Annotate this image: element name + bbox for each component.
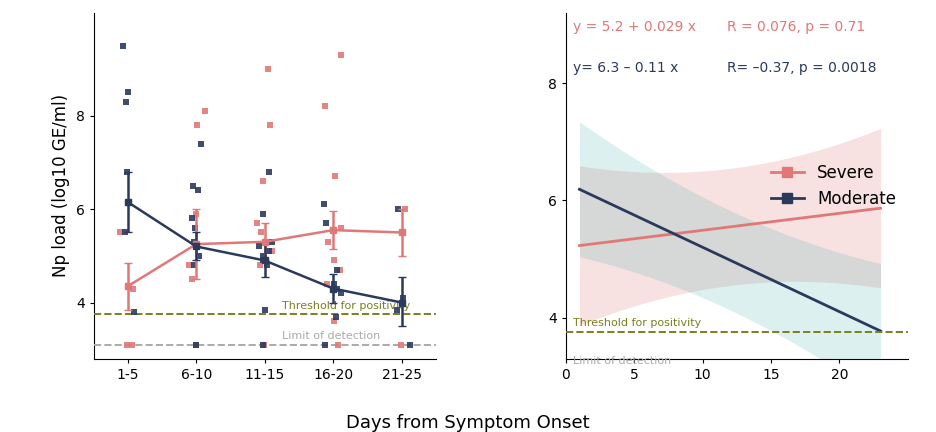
Point	[326, 318, 341, 325]
Point	[260, 66, 275, 73]
Point	[185, 182, 200, 189]
Point	[197, 108, 212, 114]
Point	[184, 276, 199, 283]
Point	[256, 257, 271, 264]
Point	[256, 341, 271, 348]
Point	[188, 341, 203, 348]
Legend: Severe, Moderate: Severe, Moderate	[764, 157, 903, 215]
Point	[390, 206, 405, 213]
Point	[259, 262, 274, 269]
Point	[189, 121, 204, 128]
Point	[256, 210, 271, 217]
Text: Days from Symptom Onset: Days from Symptom Onset	[346, 414, 590, 432]
Point	[119, 341, 134, 348]
Point	[264, 238, 279, 245]
Point	[327, 257, 342, 264]
Point	[256, 178, 271, 184]
Point	[254, 229, 269, 236]
Point	[188, 224, 203, 231]
Point	[317, 341, 332, 348]
Point	[334, 290, 349, 297]
Point	[186, 238, 201, 245]
Point	[389, 306, 404, 313]
Point	[184, 215, 199, 222]
Point	[125, 285, 140, 292]
Text: Limit of detection: Limit of detection	[573, 356, 671, 366]
Point	[317, 103, 332, 110]
Point	[321, 238, 336, 245]
Point	[265, 248, 280, 254]
Point	[256, 341, 271, 348]
Point	[118, 229, 133, 236]
Point	[250, 219, 265, 226]
Point	[333, 224, 348, 231]
Point	[118, 98, 133, 105]
Point	[263, 121, 278, 128]
Text: Limit of detection: Limit of detection	[282, 331, 380, 341]
Point	[402, 341, 417, 348]
Point	[393, 341, 408, 348]
Point	[256, 252, 271, 259]
Point	[329, 313, 344, 320]
Point	[126, 308, 141, 315]
Y-axis label: Np load (log10 GE/ml): Np load (log10 GE/ml)	[52, 94, 70, 277]
Point	[329, 267, 344, 273]
Point	[329, 285, 344, 292]
Point	[124, 341, 139, 348]
Text: R = 0.076, p = 0.71: R = 0.076, p = 0.71	[726, 20, 865, 34]
Point	[189, 341, 204, 348]
Point	[252, 262, 267, 269]
Text: y = 5.2 + 0.029 x: y = 5.2 + 0.029 x	[573, 20, 695, 34]
Point	[182, 262, 197, 269]
Point	[194, 140, 209, 147]
Point	[316, 201, 331, 208]
Point	[326, 280, 341, 287]
Point	[190, 187, 205, 194]
Point	[113, 229, 128, 236]
Point	[333, 51, 348, 58]
Point	[192, 252, 207, 259]
Point	[319, 280, 334, 287]
Point	[396, 294, 411, 301]
Text: R= –0.37, p = 0.0018: R= –0.37, p = 0.0018	[726, 61, 876, 75]
Point	[328, 173, 343, 180]
Point	[397, 206, 412, 213]
Text: Threshold for positivity: Threshold for positivity	[282, 301, 410, 311]
Point	[189, 210, 204, 217]
Point	[261, 248, 276, 254]
Point	[186, 262, 201, 269]
Point	[257, 306, 272, 313]
Point	[252, 243, 267, 250]
Point	[115, 42, 130, 49]
Text: Threshold for positivity: Threshold for positivity	[573, 318, 701, 328]
Point	[261, 168, 276, 175]
Point	[120, 168, 135, 175]
Point	[318, 219, 333, 226]
Point	[330, 341, 345, 348]
Text: y= 6.3 – 0.11 x: y= 6.3 – 0.11 x	[573, 61, 678, 75]
Point	[333, 267, 348, 273]
Point	[120, 89, 135, 96]
